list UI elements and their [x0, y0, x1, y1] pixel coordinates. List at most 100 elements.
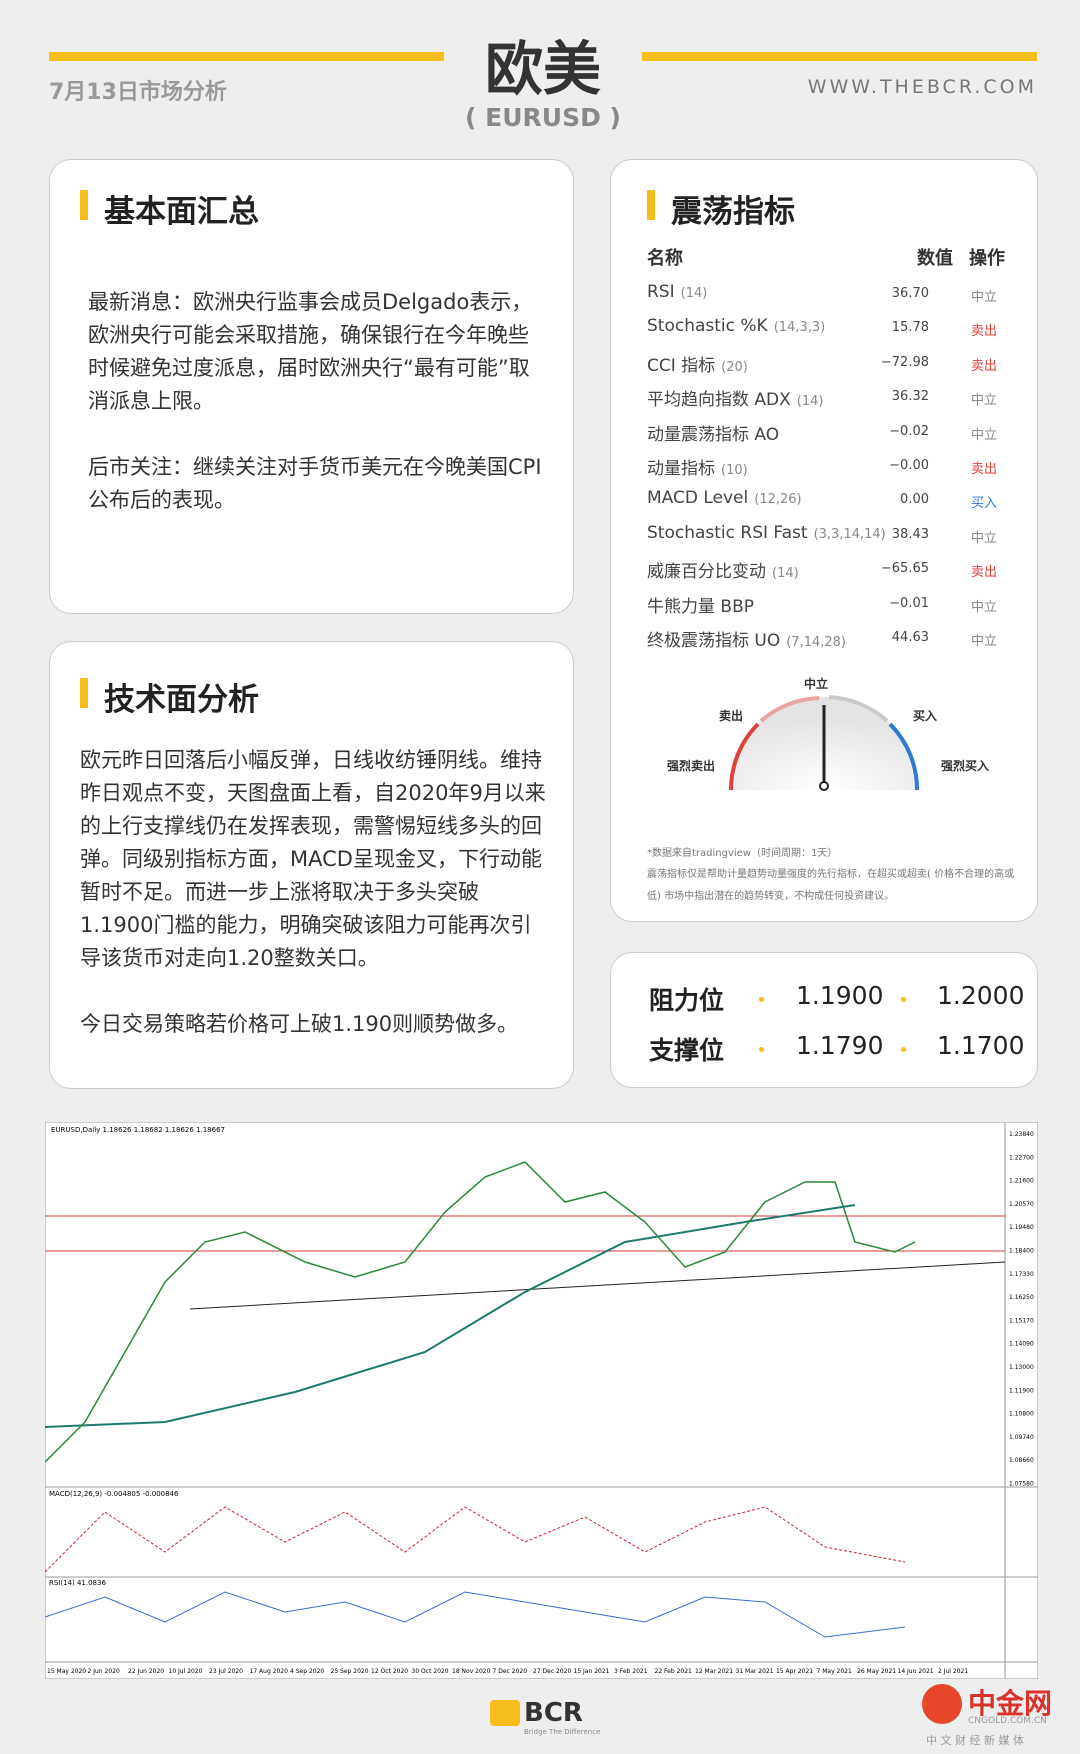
oscillator-card: 震荡指标 名称 数值 操作 中立 卖出 买入 强烈卖出 强烈买入 *数据来自tr… — [610, 159, 1038, 922]
x-tick-label: 22 Jun 2020 — [128, 1668, 164, 1675]
indicator-action: 中立 — [970, 599, 997, 615]
subtitle: ( EURUSD ) — [465, 103, 621, 132]
indicator-action: 卖出 — [970, 324, 997, 340]
oscillator-row: MACD Level (12,26) 0.00 买入 — [647, 488, 1007, 522]
moving-average — [45, 1204, 856, 1428]
y-tick-label: 1.20570 — [1009, 1201, 1034, 1208]
y-tick-label: 1.15170 — [1009, 1317, 1034, 1324]
gauge-label: 强烈卖出 — [667, 759, 716, 773]
gauge-label: 中立 — [804, 677, 829, 691]
fundamentals-card: 基本面汇总 最新消息：欧洲央行监事会成员Delgado表示，欧洲央行可能会采取措… — [49, 159, 574, 614]
x-tick-label: 7 Dec 2020 — [493, 1668, 528, 1675]
oscillator-row: 动量指标 (10) −0.00 卖出 — [647, 454, 1007, 488]
paragraph: 今日交易策略若价格可上破1.190则顺势做多。 — [80, 1012, 519, 1036]
price-sketch — [45, 1161, 916, 1463]
indicator-value: 0.00 — [900, 492, 929, 508]
gauge-label: 买入 — [913, 709, 938, 723]
y-tick-label: 1.19480 — [1009, 1224, 1034, 1231]
indicator-action: 中立 — [970, 634, 997, 649]
y-tick-label: 1.10800 — [1009, 1411, 1034, 1418]
y-tick-label: 1.23840 — [1009, 1131, 1034, 1138]
x-tick-label: 26 May 2021 — [857, 1668, 896, 1675]
indicator-params: (14) — [796, 394, 824, 410]
oscillator-row: 平均趋向指数 ADX (14) 36.32 中立 — [647, 385, 1007, 419]
indicator-action: 买入 — [970, 496, 997, 512]
x-tick-label: 12 Mar 2021 — [695, 1668, 733, 1675]
oscillator-row: 终极震荡指标 UO (7,14,28) 44.63 中立 — [647, 626, 1007, 660]
x-tick-label: 15 Apr 2021 — [776, 1668, 813, 1675]
paragraph: 欧元昨日回落后小幅反弹，日线收纺锤阴线。维持昨日观点不变，天图盘面上看，自202… — [80, 748, 546, 970]
bullet — [901, 1047, 906, 1052]
oscillator-row: 牛熊力量 BBP −0.01 中立 — [647, 592, 1007, 626]
indicator-value: −72.98 — [880, 354, 929, 370]
gauge-arc — [888, 722, 920, 791]
indicator-params: (10) — [721, 463, 748, 478]
indicator-name: Stochastic %K — [647, 316, 768, 337]
x-tick-label: 2 Jun 2020 — [88, 1668, 120, 1675]
x-tick-label: 22 Feb 2021 — [655, 1668, 693, 1675]
indicator-action: 中立 — [970, 530, 997, 546]
column-header: 操作 — [969, 248, 1005, 269]
header-bar — [49, 52, 444, 61]
card-title: 技术面分析 — [80, 674, 259, 719]
date: 7月13日市场分析 — [49, 80, 227, 105]
gauge-pivot — [819, 781, 829, 791]
macd-sketch — [45, 1506, 906, 1573]
level-label: 支撑位 — [649, 1036, 725, 1065]
chart-header: EURUSD,Daily 1.18626 1.18682 1.18626 1.1… — [51, 1126, 225, 1134]
gauge-label: 强烈买入 — [941, 759, 990, 773]
paragraph: 后市关注：继续关注对手货币美元在今晚美国CPI公布后的表现。 — [88, 455, 542, 512]
indicator-name: 动量指标 — [647, 459, 715, 479]
x-tick-label: 18 Nov 2020 — [452, 1668, 491, 1675]
indicator-params: (14) — [772, 566, 799, 582]
y-tick-label: 1.08660 — [1009, 1457, 1034, 1464]
indicator-params: (14) — [680, 286, 708, 301]
indicator-action: 卖出 — [970, 462, 997, 477]
oscillator-row: 动量震荡指标 AO −0.02 中立 — [647, 420, 1007, 454]
watermark: 中金网 — [968, 1687, 1053, 1720]
level-label: 阻力位 — [649, 986, 725, 1015]
paragraphs: 最新消息：欧洲央行监事会成员Delgado表示，欧洲央行可能会采取措施，确保银行… — [88, 286, 548, 550]
website: WWW.THEBCR.COM — [807, 76, 1037, 98]
indicator-name: 平均趋向指数 ADX — [647, 390, 791, 411]
x-tick-label: 15 May 2020 — [47, 1668, 86, 1675]
y-tick-label: 1.18400 — [1009, 1248, 1034, 1255]
indicator-name: 威廉百分比变动 — [647, 562, 766, 583]
indicator-value: −0.01 — [889, 595, 929, 611]
indicator-action: 卖出 — [970, 358, 997, 374]
gauge-arc — [728, 722, 760, 791]
y-tick-label: 1.14090 — [1009, 1341, 1034, 1348]
trend-line — [189, 1261, 1006, 1310]
x-tick-label: 12 Oct 2020 — [371, 1668, 408, 1675]
x-tick-label: 3 Feb 2021 — [614, 1668, 648, 1675]
paragraphs: 欧元昨日回落后小幅反弹，日线收纺锤阴线。维持昨日观点不变，天图盘面上看，自202… — [80, 744, 550, 1074]
indicator-params: (20) — [721, 359, 748, 375]
oscillator-row: 威廉百分比变动 (14) −65.65 卖出 — [647, 557, 1007, 591]
gauge-label: 卖出 — [719, 709, 744, 723]
levels-card: 阻力位 1.1900 1.2000 支撑位 1.1790 1.1700 — [610, 952, 1038, 1088]
rsi-sketch — [45, 1591, 906, 1638]
x-tick-label: 15 Jan 2021 — [574, 1668, 610, 1675]
logo-mark — [490, 1700, 520, 1726]
technical-card: 技术面分析 欧元昨日回落后小幅反弹，日线收纺锤阴线。维持昨日观点不变，天图盘面上… — [49, 641, 574, 1089]
brand: BCR — [524, 1698, 583, 1728]
note: 震荡指标仅是帮助计量趋势动量强度的先行指标，在超买或超卖( 价格不合理的高或低)… — [647, 869, 1015, 902]
indicator-name: MACD Level — [647, 488, 749, 509]
x-tick-label: 2 Jul 2021 — [938, 1668, 968, 1675]
y-tick-label: 1.11900 — [1009, 1387, 1034, 1394]
column-header: 数值 — [917, 248, 953, 269]
bullet — [759, 997, 764, 1002]
y-tick-label: 1.13000 — [1009, 1364, 1034, 1371]
x-tick-label: 30 Oct 2020 — [412, 1668, 449, 1675]
indicator-value: 38.43 — [891, 526, 929, 542]
x-tick-label: 27 Dec 2020 — [533, 1668, 572, 1675]
x-tick-label: 31 Mar 2021 — [736, 1668, 774, 1675]
x-tick-label: 7 May 2021 — [817, 1668, 852, 1675]
indicator-name: 动量震荡指标 AO — [647, 424, 780, 445]
oscillator-row: CCI 指标 (20) −72.98 卖出 — [647, 351, 1007, 385]
y-tick-label: 1.17330 — [1009, 1271, 1034, 1278]
pane-label: MACD(12,26,9) -0.004805 -0.000846 — [49, 1490, 179, 1498]
indicator-action: 中立 — [970, 427, 997, 443]
y-tick-label: 1.07580 — [1009, 1481, 1034, 1488]
